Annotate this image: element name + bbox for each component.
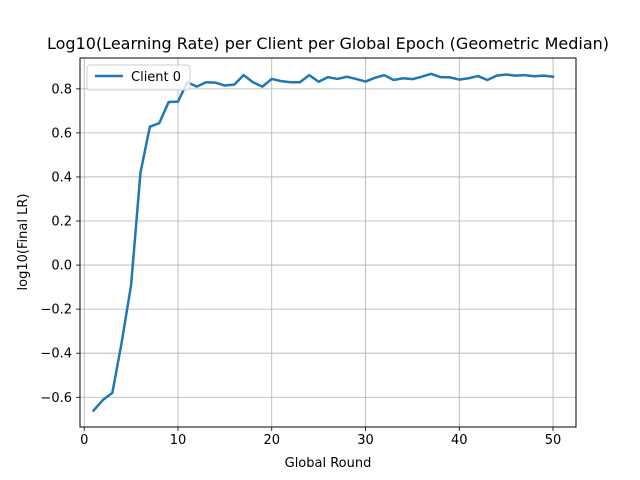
- y-tick-label: 0.0: [51, 259, 72, 274]
- x-tick-label: 30: [357, 433, 374, 448]
- y-axis-label: log10(Final LR): [16, 194, 31, 291]
- legend-box: [86, 64, 191, 91]
- y-tick-label: 0.8: [51, 82, 72, 97]
- x-axis-label: Global Round: [285, 456, 372, 471]
- x-tick-label: 50: [545, 433, 562, 448]
- y-tick-label: 0.4: [51, 170, 72, 185]
- x-tick-label: 10: [170, 433, 187, 448]
- grid: [80, 58, 576, 427]
- x-tick-label: 40: [451, 433, 468, 448]
- y-tick-label: 0.6: [51, 126, 72, 141]
- series-line-client-0: [91, 72, 555, 413]
- legend: Client 0: [86, 64, 191, 91]
- ticks: 0 10 20 30 40 50 −0.6 −0.4 −0.2 0.0 0.2 0.4 0.6 0.8: [40, 82, 561, 448]
- y-tick-label: 0.2: [51, 215, 72, 230]
- y-tick-label: −0.4: [40, 347, 72, 362]
- legend-label: Client 0: [131, 70, 181, 85]
- x-tick-label: 20: [263, 433, 280, 448]
- y-tick-label: −0.6: [40, 391, 72, 406]
- series-layer: [91, 72, 555, 413]
- x-tick-label: 0: [80, 433, 88, 448]
- plot-frame: [79, 57, 577, 428]
- chart-title: Log10(Learning Rate) per Client per Glob…: [47, 34, 609, 53]
- y-tick-label: −0.2: [40, 303, 72, 318]
